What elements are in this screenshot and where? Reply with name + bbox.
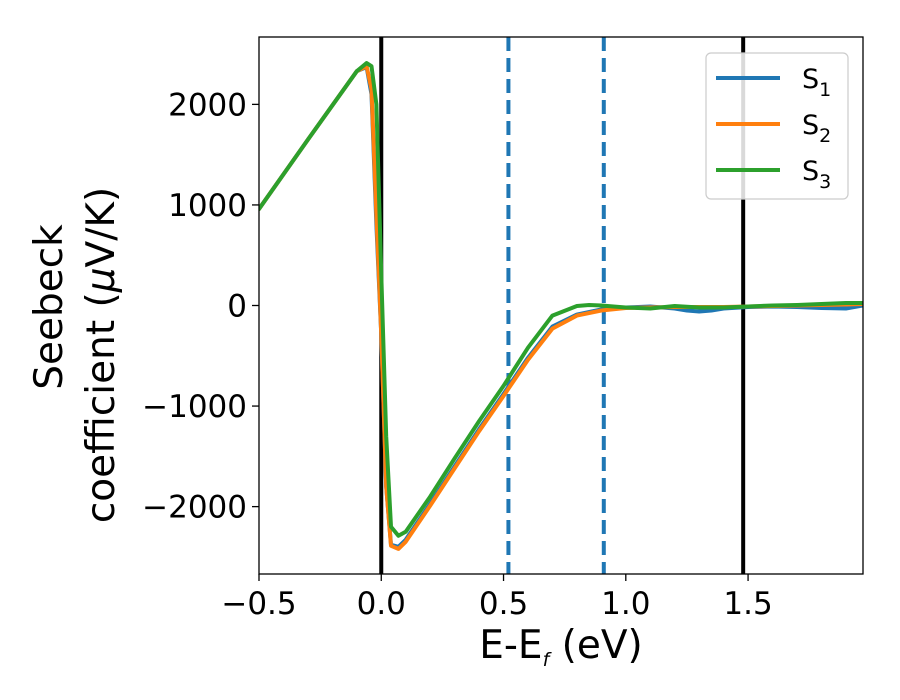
x-tick-label: 0.0 bbox=[357, 586, 406, 622]
legend: S1 S2 S3 bbox=[705, 52, 849, 200]
series-line-s3 bbox=[259, 61, 863, 538]
x-axis-label: E-Ef (eV) bbox=[479, 623, 643, 671]
legend-label-s1: S1 bbox=[802, 64, 831, 101]
legend-label-s2: S2 bbox=[802, 110, 831, 147]
x-tick-label: 0.5 bbox=[479, 586, 528, 622]
x-axis: −0.5 0.0 0.5 1.0 1.5 bbox=[221, 574, 773, 622]
y-axis-label-line1: Seebeck bbox=[27, 224, 72, 390]
series-lines bbox=[259, 61, 863, 551]
y-tick-label: −1000 bbox=[142, 389, 247, 425]
x-tick-label: −0.5 bbox=[221, 586, 296, 622]
y-tick-label: 0 bbox=[227, 289, 247, 325]
y-axis: −2000 −1000 0 1000 2000 bbox=[142, 87, 259, 526]
legend-label-s3: S3 bbox=[802, 156, 831, 193]
y-tick-label: 1000 bbox=[168, 188, 247, 224]
y-tick-label: −2000 bbox=[142, 490, 247, 526]
x-tick-label: 1.5 bbox=[723, 586, 772, 622]
x-tick-label: 1.0 bbox=[601, 586, 650, 622]
y-tick-label: 2000 bbox=[168, 87, 247, 123]
y-axis-label-line2: coefficient (μV/K) bbox=[79, 187, 124, 523]
